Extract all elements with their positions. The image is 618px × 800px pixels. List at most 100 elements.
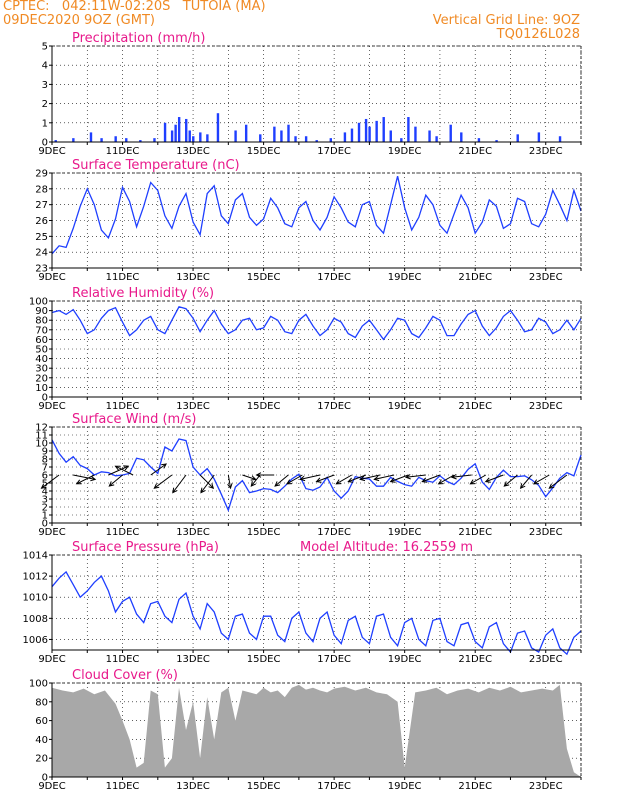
wind-arrowhead bbox=[255, 472, 262, 478]
x-tick-label: 17DEC bbox=[317, 654, 351, 665]
wind-vector bbox=[348, 474, 367, 483]
y-tick-label: 60 bbox=[35, 335, 48, 346]
wind-arrowhead bbox=[404, 474, 411, 480]
y-tick-label: 28 bbox=[35, 184, 48, 195]
y-tick-label: 27 bbox=[35, 200, 48, 211]
y-tick-label: 50 bbox=[35, 345, 48, 356]
y-tick-label: 1008 bbox=[23, 614, 48, 625]
x-tick-label: 13DEC bbox=[176, 146, 210, 157]
y-tick-label: 1 bbox=[42, 118, 48, 129]
y-tick-label: 8 bbox=[42, 455, 48, 466]
x-tick-label: 19DEC bbox=[388, 401, 422, 412]
y-tick-label: 30 bbox=[35, 364, 48, 375]
y-tick-label: 5 bbox=[42, 479, 48, 490]
y-tick-label: 7 bbox=[42, 463, 48, 474]
wind-vector bbox=[115, 465, 134, 476]
wind-vector bbox=[172, 474, 187, 493]
x-tick-label: 9DEC bbox=[38, 146, 65, 157]
x-tick-label: 23DEC bbox=[529, 272, 563, 283]
wind-arrowhead bbox=[315, 477, 322, 483]
x-tick-label: 17DEC bbox=[317, 272, 351, 283]
x-tick-label: 15DEC bbox=[247, 272, 281, 283]
wind-vector bbox=[390, 474, 409, 483]
y-tick-label: 4 bbox=[42, 487, 48, 498]
wind-arrowhead bbox=[161, 463, 167, 469]
wind-arrowhead bbox=[389, 477, 396, 483]
x-tick-label: 15DEC bbox=[247, 781, 281, 792]
precip-bar bbox=[357, 122, 361, 142]
wind-arrowhead bbox=[75, 479, 82, 485]
wind-arrowhead bbox=[250, 481, 257, 487]
x-tick-label: 19DEC bbox=[388, 272, 422, 283]
x-tick-label: 11DEC bbox=[106, 781, 140, 792]
y-tick-label: 60 bbox=[35, 716, 48, 727]
wind-arrowhead bbox=[347, 477, 354, 483]
precip-bar bbox=[375, 120, 378, 142]
header-station: CPTEC: 042:11W-02:20S TUTOIA (MA) bbox=[3, 0, 266, 14]
x-tick-label: 15DEC bbox=[247, 527, 281, 538]
x-tick-label: 21DEC bbox=[458, 781, 492, 792]
x-tick-label: 23DEC bbox=[529, 781, 563, 792]
panel-title: Relative Humidity (%) bbox=[72, 286, 214, 301]
x-tick-label: 17DEC bbox=[317, 401, 351, 412]
precip-bar bbox=[259, 134, 262, 142]
y-tick-label: 1010 bbox=[23, 593, 48, 604]
y-tick-label: 1014 bbox=[23, 551, 48, 562]
precip-bar bbox=[72, 138, 75, 142]
precip-bar bbox=[368, 126, 371, 142]
y-tick-label: 4 bbox=[42, 61, 48, 72]
x-tick-label: 23DEC bbox=[529, 401, 563, 412]
wind-vector bbox=[150, 463, 167, 476]
wind-vector bbox=[41, 474, 60, 489]
wind-vector bbox=[108, 465, 129, 476]
wind-vector bbox=[422, 474, 441, 483]
y-tick-label: 2 bbox=[42, 99, 48, 110]
precip-bar bbox=[389, 130, 392, 142]
x-tick-label: 23DEC bbox=[529, 527, 563, 538]
x-tick-label: 23DEC bbox=[529, 146, 563, 157]
precip-bar bbox=[350, 128, 354, 142]
series-line bbox=[51, 176, 582, 255]
wind-arrowhead bbox=[299, 475, 306, 482]
y-tick-label: 24 bbox=[35, 248, 48, 259]
wind-arrowhead bbox=[503, 481, 510, 487]
precip-bar bbox=[125, 138, 128, 142]
wind-arrowhead bbox=[359, 475, 366, 482]
y-tick-label: 70 bbox=[35, 325, 48, 336]
y-tick-label: 9 bbox=[42, 447, 48, 458]
wind-arrowhead bbox=[421, 477, 428, 483]
precip-bar bbox=[304, 136, 308, 142]
precip-bar bbox=[382, 117, 385, 142]
y-tick-label: 0 bbox=[42, 393, 48, 404]
precip-bar bbox=[177, 117, 181, 142]
y-tick-label: 3 bbox=[42, 80, 48, 91]
y-tick-label: 11 bbox=[35, 431, 48, 442]
panel-annotation: Model Altitude: 16.2559 m bbox=[300, 540, 473, 555]
x-tick-label: 15DEC bbox=[247, 654, 281, 665]
precip-bar bbox=[192, 136, 195, 142]
y-tick-label: 80 bbox=[35, 316, 48, 327]
precip-bar bbox=[364, 118, 368, 142]
x-tick-label: 17DEC bbox=[317, 146, 351, 157]
wind-vector bbox=[154, 474, 173, 489]
x-tick-label: 13DEC bbox=[176, 401, 210, 412]
x-tick-label: 9DEC bbox=[38, 401, 65, 412]
x-tick-label: 21DEC bbox=[458, 401, 492, 412]
wind-arrowhead bbox=[153, 483, 160, 489]
precip-bar bbox=[206, 134, 209, 142]
wind-arrowhead bbox=[114, 465, 121, 471]
precip-bar bbox=[460, 132, 463, 142]
precip-bar bbox=[495, 140, 498, 142]
wind-vector bbox=[242, 474, 256, 480]
panel-title: Cloud Cover (%) bbox=[72, 668, 178, 683]
x-tick-label: 19DEC bbox=[388, 146, 422, 157]
y-tick-label: 0 bbox=[42, 773, 48, 784]
y-tick-label: 40 bbox=[35, 735, 48, 746]
x-tick-label: 17DEC bbox=[317, 781, 351, 792]
y-tick-label: 1006 bbox=[23, 635, 48, 646]
x-tick-label: 11DEC bbox=[106, 146, 140, 157]
wind-arrowhead bbox=[532, 479, 539, 485]
x-tick-label: 9DEC bbox=[38, 781, 65, 792]
x-tick-label: 13DEC bbox=[176, 272, 210, 283]
